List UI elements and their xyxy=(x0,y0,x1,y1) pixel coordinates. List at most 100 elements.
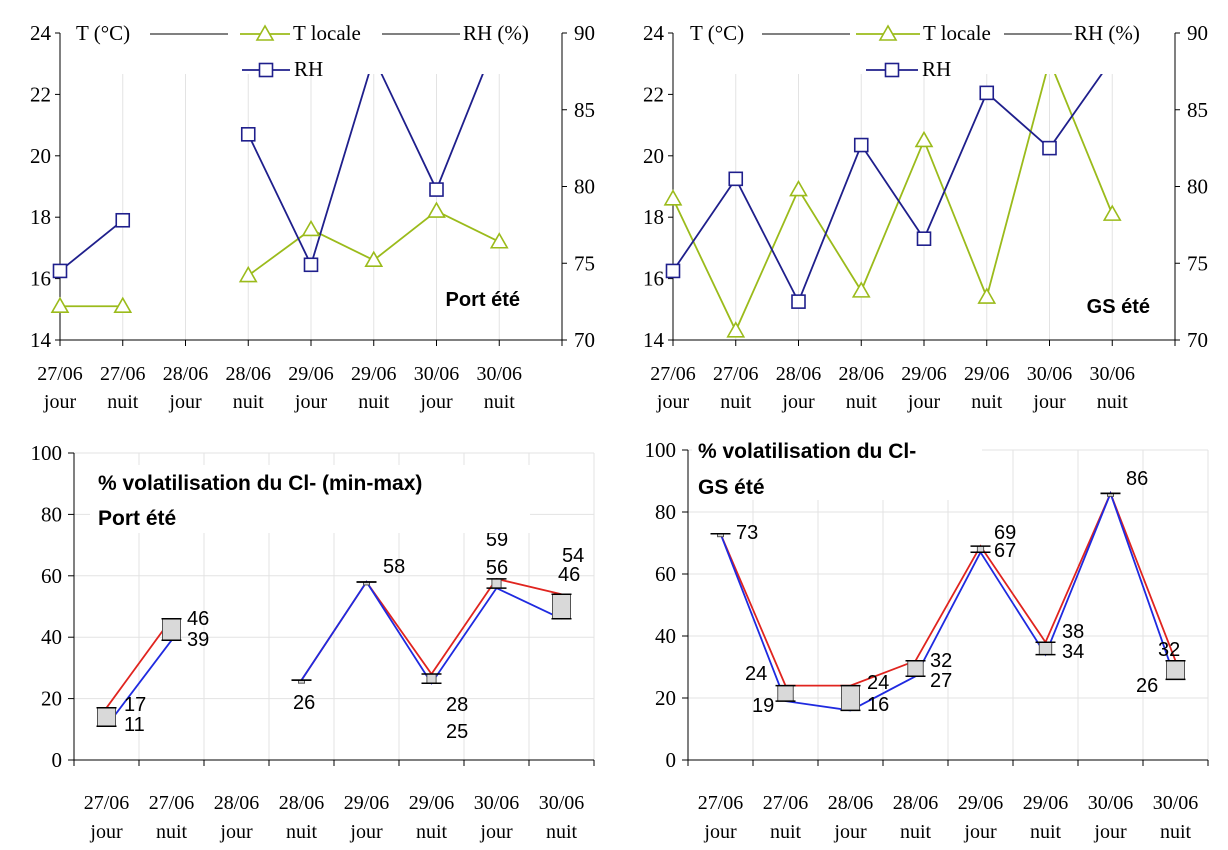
x-tick-sublabel: nuit xyxy=(233,391,265,413)
legend-label-t-locale: T locale xyxy=(923,21,991,45)
y-tick-label: 20 xyxy=(655,686,676,710)
min-max-box xyxy=(907,660,924,677)
data-label: 73 xyxy=(736,522,758,544)
legend-marker-t-locale xyxy=(878,24,898,41)
y-tick-label-right: 70 xyxy=(1187,328,1208,352)
data-point-t-locale xyxy=(50,296,70,314)
min-max-box xyxy=(491,578,502,589)
x-tick-label: 27/06 xyxy=(650,363,696,385)
data-point-t-locale xyxy=(789,179,808,197)
data-point-rh xyxy=(429,182,444,197)
x-tick-sublabel: jour xyxy=(219,821,253,843)
x-tick-sublabel: nuit xyxy=(971,391,1003,413)
min-max-box xyxy=(552,593,571,620)
data-label: 24 xyxy=(867,672,889,694)
data-label: 46 xyxy=(558,564,580,586)
y-tick-label-right: 85 xyxy=(1187,98,1208,122)
min-max-box xyxy=(1166,660,1185,680)
data-point-t-locale xyxy=(851,281,871,298)
y-tick-label-left: 20 xyxy=(30,144,51,168)
legend-label-rh: RH xyxy=(294,57,323,81)
min-max-box xyxy=(777,685,794,702)
y-tick-label-left: 24 xyxy=(643,21,665,45)
data-point-t-locale xyxy=(914,130,934,148)
series-line-rh xyxy=(59,219,124,272)
x-tick-label: 28/06 xyxy=(225,363,271,385)
y-tick-label: 100 xyxy=(645,438,677,462)
series-line-t-locale xyxy=(672,57,1114,333)
data-label: 26 xyxy=(293,692,315,714)
data-label: 16 xyxy=(867,694,889,716)
y-axis-title-left: T (°C) xyxy=(690,21,744,45)
data-label: 32 xyxy=(930,650,952,672)
y-tick-label: 0 xyxy=(666,748,677,772)
data-label: 38 xyxy=(1062,621,1084,643)
y-tick-label-left: 18 xyxy=(30,205,51,229)
x-tick-label: 29/06 xyxy=(288,363,334,385)
min-max-box xyxy=(426,673,437,684)
legend-background xyxy=(66,10,542,74)
data-label: 26 xyxy=(1136,675,1158,697)
y-tick-label-right: 75 xyxy=(574,251,595,275)
data-point-rh xyxy=(303,257,319,273)
legend-marker-t-locale xyxy=(255,24,275,41)
data-label: 17 xyxy=(124,694,146,716)
data-point-rh xyxy=(979,85,995,101)
series-line-min xyxy=(300,580,562,685)
data-point-rh xyxy=(115,212,131,228)
data-label: 54 xyxy=(562,545,584,567)
x-tick-label: 30/06 xyxy=(1027,363,1073,385)
data-point-rh xyxy=(240,127,256,142)
x-tick-label: 29/06 xyxy=(409,792,455,814)
data-label: 34 xyxy=(1062,641,1084,663)
y-tick-label-left: 18 xyxy=(643,205,664,229)
x-tick-sublabel: jour xyxy=(89,821,123,843)
data-point-rh xyxy=(665,263,681,279)
x-tick-sublabel: nuit xyxy=(846,391,878,413)
data-point-t-locale xyxy=(726,321,746,338)
x-tick-label: 27/06 xyxy=(84,792,130,814)
data-point-rh xyxy=(916,231,932,246)
y-tick-label-left: 20 xyxy=(643,144,664,168)
series-line-max xyxy=(105,618,173,709)
data-label: 11 xyxy=(124,714,145,736)
x-tick-sublabel: jour xyxy=(907,391,941,413)
x-tick-sublabel: nuit xyxy=(1097,391,1129,413)
chart-subtitle: Port été xyxy=(98,507,176,530)
title-background xyxy=(692,440,982,500)
y-tick-label-left: 22 xyxy=(30,82,51,106)
data-label: 69 xyxy=(994,522,1016,544)
y-tick-label-left: 24 xyxy=(30,21,52,45)
y-tick-label: 0 xyxy=(52,748,63,772)
x-tick-label: 28/06 xyxy=(893,792,939,814)
x-tick-label: 28/06 xyxy=(776,363,822,385)
chart-title: % volatilisation du Cl- (min-max) xyxy=(98,472,422,495)
x-tick-sublabel: jour xyxy=(168,391,202,413)
legend-background xyxy=(680,10,1156,74)
x-tick-label: 27/06 xyxy=(100,363,146,385)
x-tick-label: 30/06 xyxy=(414,363,460,385)
x-tick-sublabel: jour xyxy=(1032,391,1066,413)
data-point-t-locale xyxy=(301,219,321,237)
x-tick-sublabel: nuit xyxy=(1160,821,1192,843)
y-tick-label-right: 80 xyxy=(1187,175,1208,199)
data-point-rh xyxy=(728,171,744,187)
x-tick-label: 30/06 xyxy=(539,792,585,814)
x-tick-sublabel: nuit xyxy=(546,821,578,843)
x-tick-label: 27/06 xyxy=(763,792,809,814)
y-tick-label-right: 90 xyxy=(574,21,595,45)
y-tick-label: 40 xyxy=(41,625,62,649)
y-tick-label: 60 xyxy=(655,562,676,586)
y-tick-label-left: 14 xyxy=(643,328,665,352)
x-tick-label: 29/06 xyxy=(901,363,947,385)
x-tick-label: 27/06 xyxy=(37,363,83,385)
series-line-min xyxy=(105,639,173,727)
x-tick-label: 27/06 xyxy=(713,363,759,385)
x-tick-sublabel: nuit xyxy=(156,821,188,843)
y-tick-label-left: 14 xyxy=(30,328,52,352)
series-line-min xyxy=(719,490,1177,712)
min-max-box xyxy=(976,545,985,553)
data-label: 32 xyxy=(1158,639,1180,661)
y-tick-label: 80 xyxy=(655,500,676,524)
